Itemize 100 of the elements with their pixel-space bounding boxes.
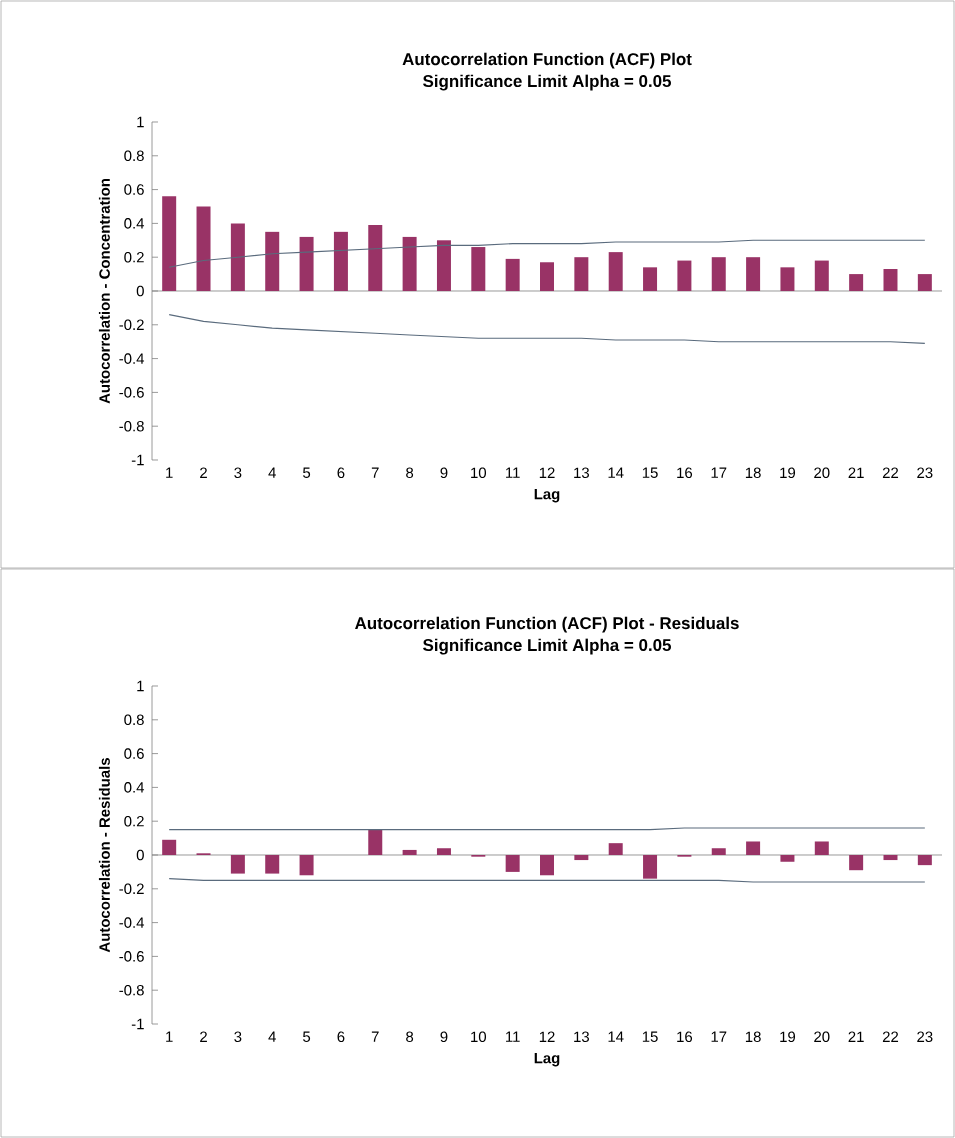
- bar: [883, 855, 898, 861]
- x-tick-label: 3: [234, 467, 242, 479]
- y-tick-label: -0.2: [119, 883, 144, 895]
- bar: [608, 252, 623, 291]
- bar: [402, 236, 417, 291]
- x-tick-label: 9: [440, 467, 448, 479]
- y-tick-label: 0: [136, 849, 144, 861]
- x-tick-label: 6: [337, 467, 345, 479]
- bar: [299, 236, 314, 291]
- y-tick-label: -0.6: [119, 951, 144, 962]
- y-tick-label: 0.4: [124, 218, 145, 229]
- bar: [883, 269, 898, 291]
- y-tick-label: 0: [136, 285, 144, 297]
- bar: [505, 855, 520, 872]
- bar: [333, 231, 348, 291]
- y-tick-label: -1: [131, 1018, 144, 1030]
- x-tick-label: 8: [406, 1031, 414, 1043]
- x-tick-label: 5: [303, 1031, 311, 1042]
- y-tick-label: 0.6: [124, 184, 144, 195]
- x-tick-label: 4: [268, 1031, 276, 1042]
- bar: [746, 257, 761, 291]
- bar: [471, 247, 486, 291]
- x-tick-label: 21: [848, 1031, 864, 1042]
- y-tick-label: 0.2: [124, 251, 144, 263]
- x-tick-label: 1: [166, 1031, 173, 1042]
- x-tick-label: 3: [234, 1031, 242, 1043]
- x-tick-label: 23: [917, 467, 933, 479]
- x-tick-label: 5: [303, 467, 311, 478]
- bar: [643, 855, 658, 879]
- y-tick-label: -0.6: [119, 387, 144, 398]
- y-tick-label: -0.8: [119, 984, 144, 996]
- x-tick-label: 6: [337, 1031, 345, 1043]
- y-tick-label: 0.8: [124, 714, 144, 726]
- x-tick-label: 11: [506, 467, 520, 478]
- x-tick-label: 20: [814, 1031, 830, 1043]
- x-tick-label: 18: [745, 1031, 761, 1043]
- bar: [574, 855, 589, 861]
- chart-title: Autocorrelation Function (ACF) Plot - Residuals: [355, 616, 739, 633]
- bar: [540, 262, 555, 291]
- x-axis-title: Lag: [534, 488, 560, 503]
- x-tick-label: 15: [642, 1031, 658, 1042]
- y-tick-label: -1: [131, 454, 144, 466]
- x-tick-label: 17: [711, 1031, 727, 1042]
- chart-subtitle: Significance Limit Alpha = 0.05: [423, 638, 672, 655]
- x-axis-title: Lag: [534, 1052, 560, 1067]
- x-tick-label: 18: [745, 467, 761, 479]
- y-tick-label: -0.4: [119, 917, 145, 928]
- y-tick-label: 1: [137, 116, 144, 128]
- bar: [540, 855, 555, 876]
- x-tick-label: 8: [406, 467, 414, 479]
- x-tick-label: 13: [574, 1031, 590, 1043]
- x-tick-label: 17: [711, 467, 727, 478]
- y-axis-title: Autocorrelation - Residuals: [98, 758, 110, 953]
- chart-title: Autocorrelation Function (ACF) Plot: [402, 52, 692, 69]
- bar: [677, 260, 692, 291]
- x-tick-label: 20: [814, 467, 830, 479]
- bar: [505, 258, 520, 291]
- x-tick-label: 14: [608, 467, 624, 478]
- bar: [574, 257, 589, 291]
- x-tick-label: 12: [539, 467, 555, 478]
- bar: [711, 848, 726, 855]
- bar: [608, 843, 623, 855]
- x-tick-label: 10: [471, 1031, 487, 1043]
- x-tick-label: 16: [677, 1031, 693, 1043]
- bar: [436, 848, 451, 855]
- bar: [917, 855, 932, 866]
- bar: [368, 225, 383, 291]
- y-tick-label: 0.8: [124, 150, 144, 162]
- bar: [265, 231, 280, 291]
- x-tick-label: 22: [882, 467, 899, 478]
- bar: [230, 223, 245, 291]
- bar: [780, 855, 795, 862]
- bar: [711, 257, 726, 291]
- bar: [436, 240, 451, 291]
- x-tick-label: 13: [574, 467, 590, 479]
- bar: [849, 855, 864, 871]
- bar: [780, 267, 795, 291]
- bar: [746, 841, 761, 855]
- x-tick-label: 2: [200, 467, 207, 478]
- x-tick-label: 15: [642, 467, 658, 478]
- y-tick-label: -0.2: [119, 319, 144, 331]
- x-tick-label: 12: [539, 1031, 555, 1042]
- bar: [814, 260, 829, 291]
- bar: [196, 206, 211, 291]
- x-tick-label: 11: [506, 1031, 520, 1042]
- y-tick-label: -0.8: [119, 420, 144, 432]
- x-tick-label: 7: [371, 467, 379, 478]
- x-tick-label: 10: [471, 467, 487, 479]
- bar: [402, 849, 417, 855]
- x-tick-label: 1: [166, 467, 173, 478]
- bar: [162, 196, 177, 291]
- bar: [849, 274, 864, 291]
- x-tick-label: 9: [440, 1031, 448, 1043]
- x-tick-label: 2: [200, 1031, 207, 1042]
- bar: [230, 855, 245, 874]
- y-tick-label: 0.4: [124, 782, 145, 793]
- bar: [643, 267, 658, 291]
- bar: [814, 841, 829, 855]
- x-tick-label: 19: [780, 1031, 796, 1043]
- x-tick-label: 21: [848, 467, 864, 478]
